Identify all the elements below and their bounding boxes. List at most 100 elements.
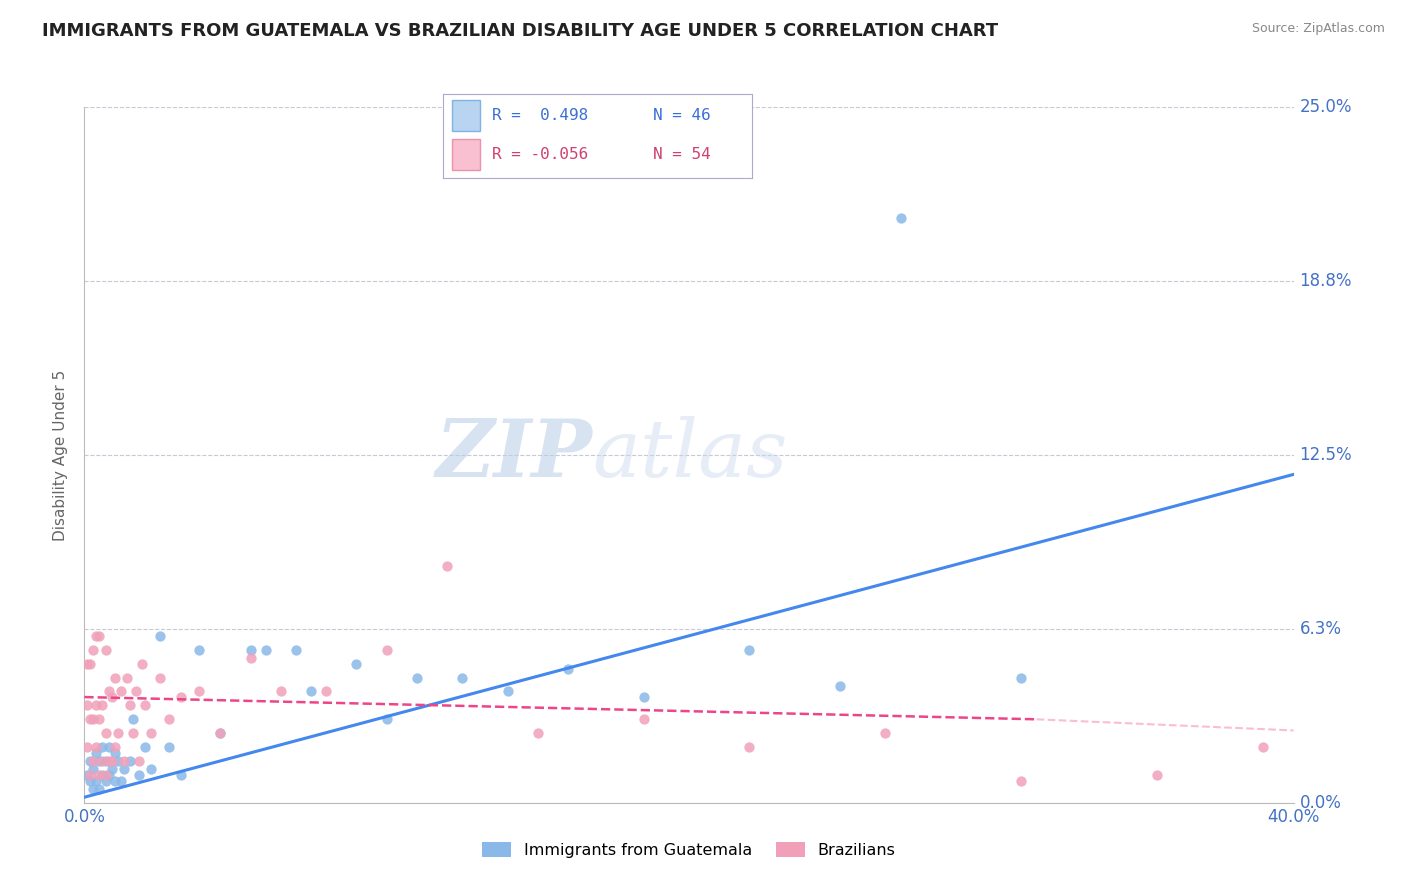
Y-axis label: Disability Age Under 5: Disability Age Under 5 [53,369,69,541]
Point [89,629,111,643]
Point [170,768,193,782]
Point [209,726,232,740]
Point [496,684,519,698]
Point [94,768,117,782]
Point [89,754,111,768]
Text: R =  0.498: R = 0.498 [492,108,589,123]
Point [100,754,122,768]
Point [89,768,111,782]
Point [100,690,122,704]
Point [1010,671,1032,685]
Text: 25.0%: 25.0% [1299,98,1353,116]
Point [79,768,101,782]
Point [738,642,761,657]
Point [375,642,398,657]
Point [79,754,101,768]
Point [134,698,156,713]
Text: N = 46: N = 46 [654,108,711,123]
Point [406,671,429,685]
Point [112,754,135,768]
Point [128,754,150,768]
Point [633,712,655,726]
Point [89,781,111,796]
Point [284,642,308,657]
Point [86,746,108,760]
Point [104,671,127,685]
Point [1251,740,1274,755]
Point [451,671,474,685]
Point [110,684,132,698]
Point [1010,773,1032,788]
Point [209,726,232,740]
Point [115,671,138,685]
Point [121,726,143,740]
Point [104,773,127,788]
Point [149,671,172,685]
Text: N = 54: N = 54 [654,147,711,162]
Point [738,740,761,755]
Point [94,642,117,657]
Point [557,662,579,676]
Point [118,698,141,713]
Point [830,679,852,693]
Point [107,726,129,740]
Legend: Immigrants from Guatemala, Brazilians: Immigrants from Guatemala, Brazilians [477,836,901,864]
Point [82,642,104,657]
Point [100,763,122,777]
Point [149,629,172,643]
Point [118,754,141,768]
Point [270,684,292,698]
Point [139,726,162,740]
Point [76,698,98,713]
Point [188,684,211,698]
Point [91,740,114,755]
Point [121,712,143,726]
Point [82,763,104,777]
Point [104,740,127,755]
Point [94,754,117,768]
Point [82,781,104,796]
Text: IMMIGRANTS FROM GUATEMALA VS BRAZILIAN DISABILITY AGE UNDER 5 CORRELATION CHART: IMMIGRANTS FROM GUATEMALA VS BRAZILIAN D… [42,22,998,40]
Text: atlas: atlas [592,417,787,493]
Point [188,642,211,657]
Point [79,773,101,788]
Text: 12.5%: 12.5% [1299,446,1353,464]
Point [346,657,368,671]
Point [82,754,104,768]
Point [170,690,193,704]
Point [112,763,135,777]
Point [97,684,120,698]
Point [254,642,277,657]
Point [239,642,262,657]
Point [107,754,129,768]
Point [315,684,337,698]
Point [875,726,897,740]
Point [890,211,912,226]
Point [299,684,322,698]
Point [128,768,150,782]
Point [91,698,114,713]
Point [76,740,98,755]
Point [125,684,148,698]
Point [97,754,120,768]
Text: Source: ZipAtlas.com: Source: ZipAtlas.com [1251,22,1385,36]
Point [134,740,156,755]
FancyBboxPatch shape [453,139,479,169]
Point [375,712,398,726]
Point [94,726,117,740]
Point [86,773,108,788]
Text: 6.3%: 6.3% [1299,620,1341,638]
Point [91,768,114,782]
Point [76,768,98,782]
Point [436,559,458,574]
Point [79,657,101,671]
Point [157,740,180,755]
Text: ZIP: ZIP [436,417,592,493]
Point [97,740,120,755]
Point [139,763,162,777]
Point [131,657,153,671]
Point [1146,768,1168,782]
Point [89,712,111,726]
Point [526,726,548,740]
Point [97,768,120,782]
